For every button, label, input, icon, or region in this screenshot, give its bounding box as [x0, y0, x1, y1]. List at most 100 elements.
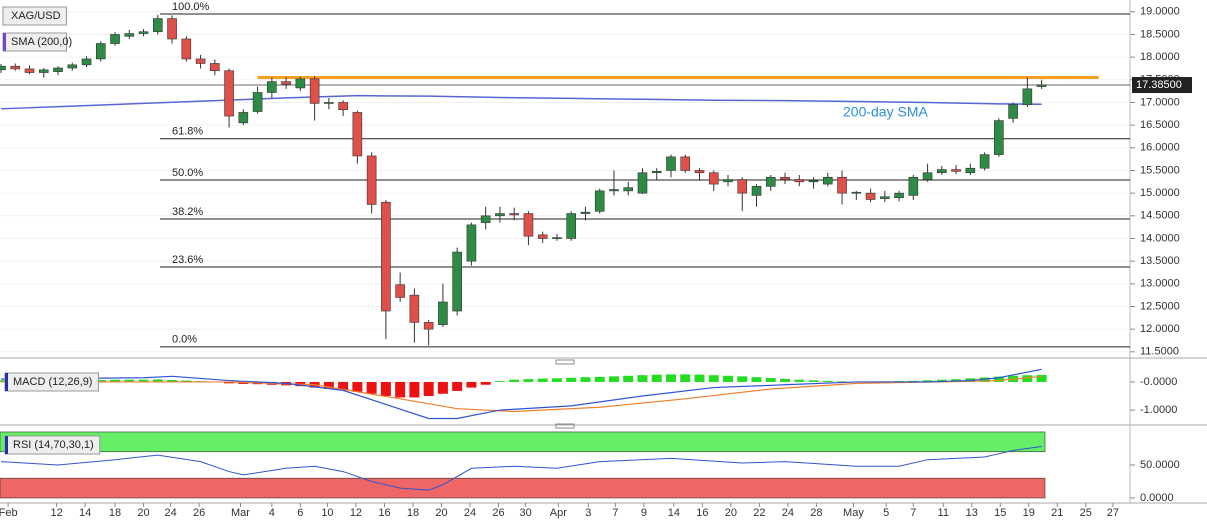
y-tick-label: 12.5000	[1140, 300, 1180, 312]
x-tick-label: 11	[938, 507, 949, 519]
y-tick-label: 16.0000	[1140, 142, 1180, 154]
histogram-bar	[437, 381, 448, 394]
candle-body	[723, 179, 733, 183]
histogram-bar	[936, 379, 947, 382]
histogram-bar	[993, 376, 1004, 382]
candle-body	[922, 172, 933, 180]
x-tick-label: 7	[910, 507, 916, 519]
histogram-bar	[694, 374, 705, 382]
x-tick-label: 4	[269, 507, 275, 519]
x-tick-label: 20	[435, 507, 447, 519]
fib-label: 100.0%	[172, 1, 210, 13]
candle-body	[10, 65, 21, 70]
histogram-bar	[409, 381, 420, 398]
histogram-bar	[152, 379, 163, 382]
last-price-box	[1132, 77, 1192, 94]
histogram-bar	[808, 380, 819, 382]
histogram-bar	[224, 381, 235, 384]
candle-body	[737, 179, 748, 194]
x-tick-label: 15	[994, 507, 1006, 519]
y-tick-label: -0.0000	[1140, 376, 1177, 388]
fib-label: 0.0%	[172, 334, 197, 346]
x-tick-label: 21	[1051, 507, 1063, 519]
candle-body	[381, 201, 391, 312]
candle-body	[880, 196, 890, 199]
x-tick-label: 16	[696, 507, 708, 519]
panel-handle	[555, 359, 575, 365]
panel-title: SMA (200,0)	[11, 36, 72, 48]
candle-body	[908, 176, 919, 196]
y-tick-label: 16.5000	[1140, 119, 1180, 131]
candle-body	[694, 170, 705, 174]
histogram-bar	[523, 379, 534, 382]
panel-title: RSI (14,70,30,1)	[13, 439, 94, 451]
histogram-bar	[751, 377, 762, 382]
rsi-line	[0, 445, 1042, 491]
candle-body	[281, 81, 291, 85]
candle-body	[794, 179, 805, 183]
y-tick-label: 17.0000	[1140, 96, 1180, 108]
histogram-bar	[594, 376, 605, 382]
candle-body	[865, 192, 876, 200]
y-tick-label: 18.0000	[1140, 51, 1180, 63]
histogram-bar	[723, 375, 734, 382]
histogram-bar	[922, 380, 933, 382]
candle-body	[67, 64, 78, 69]
panel-handle	[555, 423, 575, 429]
candle-body	[238, 112, 249, 124]
candle-body	[637, 172, 648, 194]
y-tick-label: -1.0000	[1140, 404, 1177, 416]
candle-body	[808, 180, 819, 183]
x-tick-label: 26	[193, 507, 205, 519]
y-tick-label: 19.0000	[1140, 6, 1180, 18]
histogram-bar	[566, 377, 577, 382]
candle-body	[38, 69, 49, 73]
histogram-bar	[708, 375, 719, 382]
y-tick-label: 18.5000	[1140, 28, 1180, 40]
x-tick-label: May	[843, 507, 864, 519]
candle-body	[566, 213, 577, 239]
legend-marker	[3, 33, 6, 51]
x-tick-label: 14	[668, 507, 680, 519]
candle-body	[480, 215, 491, 223]
histogram-bar	[395, 381, 406, 398]
candle-body	[979, 154, 990, 169]
histogram-bar	[680, 374, 691, 382]
histogram-bar	[0, 380, 6, 382]
histogram-bar	[181, 380, 192, 382]
candle-body	[822, 176, 833, 185]
candle-body	[24, 68, 35, 73]
candle-body	[623, 187, 634, 192]
x-tick-label: 10	[321, 507, 333, 519]
candle-body	[252, 92, 263, 112]
x-tick-label: 19	[1023, 507, 1035, 519]
x-tick-label: 18	[407, 507, 419, 519]
panel-title: MACD (12,26,9)	[13, 376, 92, 388]
candle-body	[181, 38, 192, 60]
x-tick-label: 13	[966, 507, 978, 519]
candle-body	[509, 213, 519, 216]
histogram-bar	[494, 381, 505, 382]
legend-marker	[5, 373, 8, 391]
histogram-bar	[110, 379, 121, 382]
histogram-bar	[537, 378, 548, 382]
y-tick-label: 50.0000	[1140, 459, 1180, 471]
x-tick-label: 24	[165, 507, 177, 519]
y-tick-label: 11.5000	[1140, 346, 1179, 358]
candle-body	[537, 234, 548, 239]
histogram-bar	[124, 379, 135, 382]
fib-label: 61.8%	[172, 126, 203, 138]
x-tick-label: Feb	[0, 507, 18, 519]
candle-body	[452, 251, 462, 312]
candle-body	[837, 176, 847, 194]
candle-body	[594, 190, 605, 212]
candle-body	[167, 18, 177, 40]
candle-body	[423, 322, 434, 330]
candle-body	[680, 156, 691, 171]
panel-title: XAG/USD	[11, 10, 61, 22]
y-tick-label: 15.5000	[1140, 164, 1180, 176]
histogram-bar	[551, 378, 562, 382]
x-tick-label: Mar	[231, 507, 250, 519]
last-price-label: 17.38500	[1136, 79, 1182, 91]
